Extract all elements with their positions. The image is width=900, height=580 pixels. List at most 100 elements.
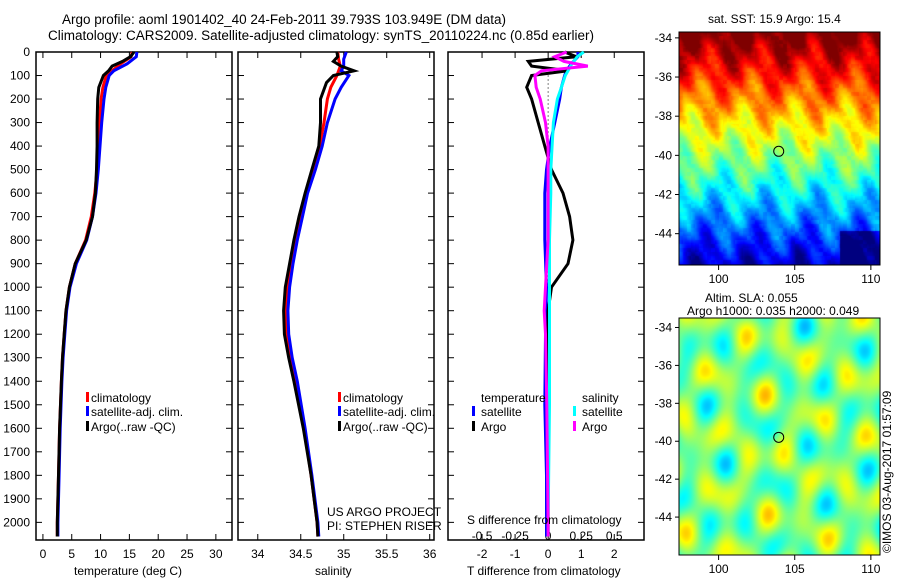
y-tick-label: 1000 (3, 280, 30, 294)
series-salinity-argo (533, 50, 589, 537)
y-tick-label: -36 (655, 358, 673, 372)
s-diff-label: S difference from climatology (467, 513, 622, 527)
sst-map-title: sat. SST: 15.9 Argo: 15.4 (708, 12, 841, 26)
x-tick-label: 34 (251, 547, 265, 561)
legend-swatch (573, 421, 576, 431)
legend-swatch (338, 421, 341, 431)
y-tick-label: 1700 (3, 445, 30, 459)
legend-swatch (86, 406, 89, 416)
x-tick-label: -2 (477, 547, 488, 561)
x-tick-label: 100 (709, 272, 729, 286)
y-tick-label: 2000 (3, 515, 30, 529)
sla-map-title: Altim. SLA: 0.055 (705, 291, 798, 305)
sst-map (679, 32, 880, 265)
legend-swatch (472, 406, 475, 416)
y-tick-label: 1400 (3, 374, 30, 388)
temperature-xlabel: temperature (deg C) (74, 564, 183, 578)
legend-s-argo: Argo (582, 420, 608, 434)
x-tick-label: 100 (709, 562, 729, 576)
s-tick-label: -0.5 (472, 529, 493, 543)
y-tick-label: 1300 (3, 351, 30, 365)
y-tick-label: 1600 (3, 421, 30, 435)
legend-t-argo: Argo (481, 420, 507, 434)
y-tick-label: 500 (10, 163, 30, 177)
float-location-marker (773, 431, 785, 443)
legend-swatch (86, 421, 89, 431)
title-line-2: Climatology: CARS2009. Satellite-adjuste… (48, 28, 595, 43)
y-tick-label: 700 (10, 210, 30, 224)
x-tick-label: 0 (40, 547, 47, 561)
sla-map-subtitle: Argo h1000: 0.035 h2000: 0.049 (687, 304, 860, 318)
legend-swatch (472, 421, 475, 431)
x-tick-label: 5 (68, 547, 75, 561)
x-tick-label: 15 (123, 547, 137, 561)
y-tick-label: 800 (10, 233, 30, 247)
legend-s-satellite: satellite (582, 405, 623, 419)
legend-satellite: satellite-adj. clim. (91, 405, 184, 419)
x-tick-label: 35.5 (375, 547, 399, 561)
legend-climatology: climatology (91, 391, 152, 405)
y-tick-label: 1200 (3, 327, 30, 341)
y-tick-label: 600 (10, 186, 30, 200)
legend-argo: Argo(..raw -QC) (91, 420, 176, 434)
title-line-1: Argo profile: aoml 1901402_40 24-Feb-201… (62, 12, 507, 27)
y-tick-label: -44 (655, 227, 673, 241)
y-tick-label: 0 (23, 45, 30, 59)
salinity-xlabel: salinity (315, 564, 352, 578)
difference-frame (447, 51, 645, 541)
y-tick-label: -38 (655, 396, 673, 410)
x-tick-label: 1 (578, 547, 585, 561)
imos-stamp: ©IMOS 03-Aug-2017 01:57:09 (880, 390, 894, 553)
x-tick-label: 35 (337, 547, 351, 561)
y-tick-label: -44 (655, 510, 673, 524)
s-tick-label: 0.25 (570, 529, 594, 543)
legend-climatology: climatology (343, 391, 404, 405)
x-tick-label: 105 (785, 272, 805, 286)
s-tick-label: -0.25 (501, 529, 529, 543)
x-tick-label: 0 (545, 547, 552, 561)
y-tick-label: -42 (655, 188, 673, 202)
legend-swatch (573, 406, 576, 416)
legend-swatch (86, 392, 89, 402)
y-tick-label: 1100 (4, 304, 30, 318)
sla_map-frame (678, 317, 881, 556)
legend-swatch (338, 406, 341, 416)
y-tick-label: -36 (655, 70, 673, 84)
s-tick-label: 0.5 (606, 529, 623, 543)
float-location-marker (773, 145, 785, 157)
sla-map (679, 318, 880, 555)
y-tick-label: -40 (655, 434, 673, 448)
y-tick-label: -34 (655, 31, 673, 45)
x-tick-label: -1 (510, 547, 521, 561)
x-tick-label: 25 (180, 547, 194, 561)
legend-title-temperature: temperature (481, 391, 546, 405)
x-tick-label: 110 (861, 272, 880, 286)
y-tick-label: -34 (655, 320, 673, 334)
pi-label: PI: STEPHEN RISER (327, 519, 442, 533)
legend-swatch (338, 392, 341, 402)
series-argo-raw-qc- (282, 51, 360, 537)
salinity-frame (237, 51, 435, 541)
legend-title-salinity: salinity (582, 391, 619, 405)
y-tick-label: 1500 (3, 398, 30, 412)
x-tick-label: 10 (94, 547, 108, 561)
y-tick-label: -38 (655, 109, 673, 123)
y-tick-label: 100 (10, 69, 30, 83)
y-tick-label: -42 (655, 472, 673, 486)
legend-argo: Argo(..raw -QC) (343, 420, 428, 434)
x-tick-label: 34.5 (289, 547, 313, 561)
x-tick-label: 30 (209, 547, 223, 561)
y-tick-label: 400 (10, 139, 30, 153)
y-tick-label: 200 (10, 92, 30, 106)
y-tick-label: 900 (10, 257, 30, 271)
y-tick-label: 1900 (3, 492, 30, 506)
series-argo-raw-qc- (55, 51, 136, 537)
y-tick-label: 300 (10, 116, 30, 130)
x-tick-label: 20 (152, 547, 166, 561)
t-diff-xlabel: T difference from climatology (467, 564, 621, 578)
x-tick-label: 36 (423, 547, 437, 561)
legend-t-satellite: satellite (481, 405, 522, 419)
